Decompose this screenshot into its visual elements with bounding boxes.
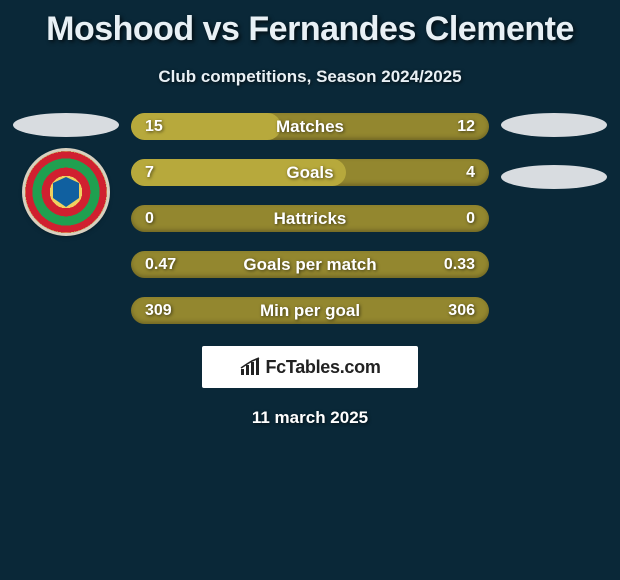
player-right-column <box>493 113 615 324</box>
subtitle: Club competitions, Season 2024/2025 <box>0 67 620 87</box>
stat-value-right: 306 <box>448 302 475 320</box>
stat-label: Hattricks <box>274 209 347 229</box>
stat-value-left: 0.47 <box>145 256 176 274</box>
stat-value-right: 4 <box>466 164 475 182</box>
stat-value-left: 309 <box>145 302 172 320</box>
stat-value-left: 7 <box>145 164 154 182</box>
stat-value-left: 0 <box>145 210 154 228</box>
player-left-logo-placeholder <box>13 113 119 137</box>
stat-label: Matches <box>276 117 344 137</box>
player-left-column <box>5 113 127 324</box>
date-label: 11 march 2025 <box>0 408 620 428</box>
stat-bar: 0.47 Goals per match 0.33 <box>131 251 489 278</box>
stat-bar: 15 Matches 12 <box>131 113 489 140</box>
stat-value-right: 0.33 <box>444 256 475 274</box>
comparison-panel: 15 Matches 12 7 Goals 4 0 Hattricks 0 0.47 Goals p… <box>0 113 620 324</box>
stat-value-left: 15 <box>145 118 163 136</box>
stat-label: Min per goal <box>260 301 360 321</box>
stat-label: Goals per match <box>243 255 376 275</box>
brand-text: FcTables.com <box>265 357 380 378</box>
stat-bars: 15 Matches 12 7 Goals 4 0 Hattricks 0 0.47 Goals p… <box>127 113 493 324</box>
stat-bar: 309 Min per goal 306 <box>131 297 489 324</box>
player-right-logo-placeholder-2 <box>501 165 607 189</box>
stat-value-right: 12 <box>457 118 475 136</box>
stat-label: Goals <box>286 163 333 183</box>
stat-value-right: 0 <box>466 210 475 228</box>
player-left-club-crest <box>25 151 107 233</box>
brand-chart-icon <box>239 357 261 377</box>
stat-bar: 7 Goals 4 <box>131 159 489 186</box>
page-title: Moshood vs Fernandes Clemente <box>0 0 620 49</box>
stat-bar: 0 Hattricks 0 <box>131 205 489 232</box>
brand-box: FcTables.com <box>202 346 418 388</box>
player-right-logo-placeholder-1 <box>501 113 607 137</box>
